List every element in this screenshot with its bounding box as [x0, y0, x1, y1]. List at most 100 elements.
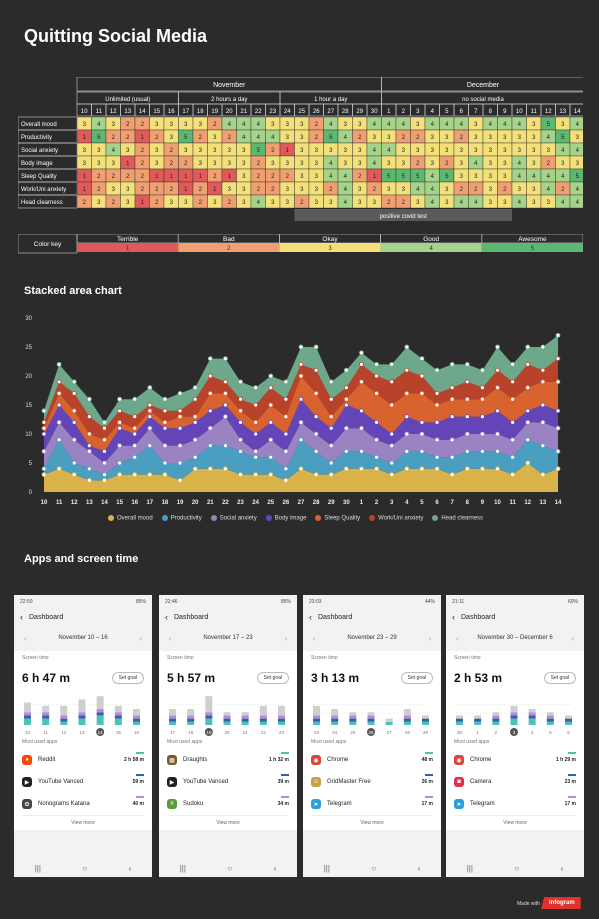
point-social-anxiety	[464, 431, 470, 437]
set-goal-button[interactable]: Set goal	[543, 672, 576, 684]
point-body-image	[117, 425, 122, 431]
app-row[interactable]: # Sudoku 34 m	[159, 793, 297, 815]
usage-bar-segment	[241, 721, 249, 725]
point-head-clearness	[71, 379, 77, 385]
week-selector: ‹ November 17 – 23 ›	[159, 625, 297, 651]
prev-week-icon[interactable]: ‹	[313, 633, 316, 643]
recents-icon[interactable]: |||	[34, 863, 41, 873]
back-icon[interactable]: ‹	[273, 863, 277, 873]
back-arrow-icon[interactable]: ‹	[309, 612, 312, 622]
point-productivity	[419, 448, 425, 454]
draughts-icon: ▦	[167, 755, 177, 765]
set-goal-button[interactable]: Set goal	[400, 672, 433, 684]
selected-day-marker	[96, 728, 105, 736]
point-productivity	[313, 448, 319, 454]
day-header: 23	[269, 109, 276, 115]
score-value: 3	[199, 161, 203, 167]
color-key-swatch	[178, 243, 280, 252]
score-value: 4	[344, 187, 348, 193]
back-arrow-icon[interactable]: ‹	[20, 612, 23, 622]
view-more-button[interactable]: View more	[167, 815, 289, 830]
point-work-uni-anxiety	[132, 414, 138, 419]
app-row[interactable]: ▶ YouTube Vanced 59 m	[14, 771, 152, 793]
point-work-uni-anxiety	[253, 402, 259, 408]
point-head-clearness	[223, 356, 228, 361]
point-social-anxiety	[343, 425, 349, 431]
area-head-clearness	[44, 335, 558, 429]
point-sleep-quality	[71, 408, 77, 414]
prev-week-icon[interactable]: ‹	[456, 633, 459, 643]
score-value: 4	[344, 200, 348, 206]
row-label: Productivity	[21, 135, 52, 141]
app-row[interactable]: ☺ GridMaster Free 26 m	[303, 771, 441, 793]
point-work-uni-anxiety	[510, 379, 516, 385]
back-icon[interactable]: ‹	[560, 863, 564, 873]
next-week-icon[interactable]: ›	[428, 633, 431, 643]
score-value: 2	[199, 135, 203, 141]
x-tick-label: 12	[71, 500, 78, 506]
view-more-button[interactable]: View more	[454, 815, 576, 830]
legend-swatch	[369, 515, 376, 521]
app-row[interactable]: ➤ Telegram 17 m	[446, 793, 584, 815]
home-icon[interactable]: ○	[82, 863, 88, 873]
point-productivity	[298, 437, 304, 443]
point-social-anxiety	[238, 437, 243, 443]
app-row[interactable]: ● Reddit 2 h 58 m	[14, 749, 152, 771]
back-icon[interactable]: ‹	[128, 863, 132, 873]
score-value: 3	[170, 122, 174, 128]
app-row[interactable]: ◉ Chrome 48 m	[303, 749, 441, 771]
point-body-image	[41, 431, 47, 437]
home-icon[interactable]: ○	[227, 863, 233, 873]
set-goal-button[interactable]: Set goal	[111, 672, 144, 684]
usage-bar-segment	[241, 712, 249, 716]
next-week-icon[interactable]: ›	[571, 633, 574, 643]
back-arrow-icon[interactable]: ‹	[165, 612, 168, 622]
usage-bar-segment	[528, 718, 536, 725]
day-label: 2	[495, 730, 498, 735]
app-row[interactable]: ➤ Telegram 17 m	[303, 793, 441, 815]
back-icon[interactable]: ‹	[417, 863, 421, 873]
day-header: 20	[226, 109, 233, 115]
app-row[interactable]: ▶ YouTube Vanced 39 m	[159, 771, 297, 793]
set-goal-button[interactable]: Set goal	[256, 672, 289, 684]
point-overall-mood	[56, 466, 62, 472]
app-row[interactable]: ▦ Draughts 1 h 32 m	[159, 749, 297, 771]
home-icon[interactable]: ○	[514, 863, 520, 873]
recents-icon[interactable]: |||	[466, 863, 473, 873]
next-week-icon[interactable]: ›	[139, 633, 142, 643]
usage-bar-segment	[403, 721, 411, 725]
next-week-icon[interactable]: ›	[284, 633, 287, 643]
point-body-image	[449, 414, 455, 419]
usage-bar-segment	[133, 718, 140, 722]
view-more-button[interactable]: View more	[311, 815, 433, 830]
point-productivity	[238, 448, 243, 454]
point-work-uni-anxiety	[525, 362, 531, 367]
app-name: Chrome	[327, 757, 349, 763]
usage-bar-segment	[205, 712, 213, 716]
app-time: 17 m	[565, 796, 576, 807]
point-work-uni-anxiety	[449, 385, 455, 390]
youtube-vanced-icon: ▶	[22, 777, 32, 787]
usage-bar-segment	[546, 712, 554, 716]
app-row[interactable]: ◙ Camera 23 m	[446, 771, 584, 793]
point-body-image	[71, 420, 77, 425]
home-icon[interactable]: ○	[371, 863, 377, 873]
prev-week-icon[interactable]: ‹	[169, 633, 172, 643]
point-social-anxiety	[419, 431, 425, 437]
usage-bar-segment	[313, 705, 320, 716]
color-key-value: 1	[126, 246, 130, 252]
prev-week-icon[interactable]: ‹	[24, 633, 27, 643]
app-name: YouTube Vanced	[183, 779, 229, 785]
status-time: 22:46	[165, 599, 178, 605]
app-row[interactable]: ✿ Nonograms Katana 40 m	[14, 793, 152, 815]
recents-icon[interactable]: |||	[323, 863, 330, 873]
legend-swatch	[108, 515, 114, 521]
app-row[interactable]: ◉ Chrome 1 h 29 m	[446, 749, 584, 771]
point-work-uni-anxiety	[147, 402, 153, 408]
infogram-logo[interactable]: infogram	[541, 897, 581, 909]
point-head-clearness	[207, 356, 213, 361]
view-more-button[interactable]: View more	[22, 815, 144, 830]
recents-icon[interactable]: |||	[179, 863, 186, 873]
score-value: 1	[228, 174, 232, 180]
back-arrow-icon[interactable]: ‹	[452, 612, 455, 622]
